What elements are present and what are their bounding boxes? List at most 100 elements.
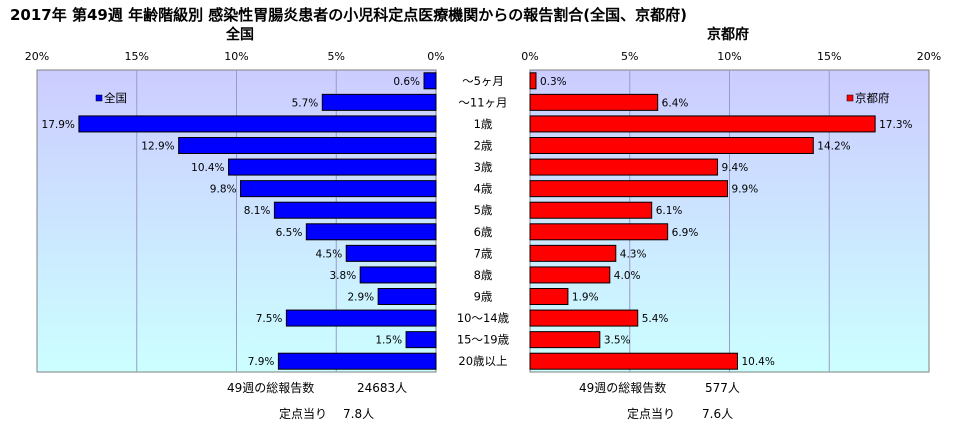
left-panel-title: 全国 — [225, 26, 254, 43]
left-tick-labels: 20% 15% 10% 5% 0% — [25, 50, 445, 63]
left-data-label: 6.5% — [276, 227, 303, 239]
left-total-value: 24683人 — [357, 381, 407, 395]
right-bar — [529, 244, 617, 262]
left-data-label: 0.6% — [393, 76, 420, 88]
left-bar — [423, 72, 437, 90]
left-per-label: 定点当り — [279, 406, 327, 421]
right-data-label: 14.2% — [817, 141, 850, 153]
right-per-label: 定点当り — [627, 406, 675, 421]
left-tick-label: 0% — [427, 50, 444, 63]
left-bar — [178, 137, 437, 154]
right-total-label: 49週の総報告数 — [579, 380, 666, 395]
left-bar — [345, 244, 437, 262]
category-label: 8歳 — [474, 268, 493, 282]
right-data-label: 5.4% — [642, 313, 669, 325]
left-bar — [273, 201, 437, 219]
category-label: 20歳以上 — [458, 354, 507, 368]
right-bar — [529, 201, 653, 219]
right-data-label: 3.5% — [604, 335, 631, 347]
right-data-label: 6.4% — [662, 97, 689, 109]
right-data-label: 0.3% — [540, 76, 567, 88]
left-bar — [305, 223, 437, 241]
left-bar — [277, 352, 437, 370]
category-label: 3歳 — [474, 160, 493, 174]
right-data-label: 10.4% — [741, 356, 774, 368]
left-bar — [377, 288, 437, 305]
right-bar — [529, 288, 569, 305]
category-label: ～5ヶ月 — [462, 74, 504, 88]
right-per-value: 7.6人 — [702, 407, 733, 421]
left-bar — [285, 309, 437, 327]
right-data-label: 4.0% — [614, 270, 641, 282]
left-data-label: 7.9% — [248, 356, 275, 368]
left-data-label: 4.5% — [316, 248, 343, 260]
category-label: 10～14歳 — [457, 311, 510, 325]
right-bar — [529, 331, 601, 349]
left-bar — [359, 266, 437, 284]
right-panel-title: 京都府 — [707, 26, 749, 43]
category-label: 9歳 — [474, 290, 493, 304]
right-tick-label: 20% — [917, 50, 941, 63]
right-legend-label: 京都府 — [855, 91, 890, 105]
category-label: 4歳 — [474, 182, 493, 196]
left-data-label: 1.5% — [375, 335, 402, 347]
right-data-label: 9.4% — [722, 162, 749, 174]
left-tick-label: 15% — [125, 50, 149, 63]
left-data-label: 9.8% — [210, 184, 237, 196]
left-data-label: 2.9% — [347, 292, 374, 304]
category-label: 2歳 — [474, 139, 493, 153]
right-legend-swatch — [846, 94, 854, 102]
left-data-label: 17.9% — [42, 119, 75, 131]
right-data-label: 9.9% — [732, 184, 759, 196]
left-tick-label: 5% — [328, 50, 345, 63]
right-tick-label: 0% — [521, 50, 538, 63]
right-bar — [529, 180, 729, 198]
category-label: 7歳 — [474, 246, 493, 260]
right-data-label: 6.1% — [656, 205, 683, 217]
right-legend: 京都府 — [846, 91, 890, 105]
right-tick-label: 5% — [621, 50, 638, 63]
category-label: 1歳 — [474, 117, 493, 131]
left-bars — [78, 72, 437, 370]
left-data-label: 10.4% — [191, 162, 224, 174]
right-tick-labels: 0% 5% 10% 15% 20% — [521, 50, 941, 63]
right-data-labels: 0.3% 6.4% 17.3% 14.2% 9.4% 9.9% 6.1% 6.9% 4.3% 4.… — [540, 76, 913, 368]
right-data-label: 1.9% — [572, 292, 599, 304]
left-data-labels: 0.6% 5.7% 17.9% 12.9% 10.4% 9.8% 8.1% 6.5% 4.5% 3… — [42, 76, 421, 368]
left-data-label: 3.8% — [330, 270, 357, 282]
left-data-label: 8.1% — [244, 205, 271, 217]
left-tick-label: 20% — [25, 50, 49, 63]
right-bar — [529, 93, 659, 111]
right-bar — [529, 72, 537, 90]
right-bar — [529, 137, 814, 154]
right-data-label: 6.9% — [672, 227, 699, 239]
right-bar — [529, 115, 876, 133]
left-data-label: 12.9% — [141, 141, 174, 153]
right-bar — [529, 309, 639, 327]
left-bar — [239, 180, 437, 198]
left-legend: 全国 — [95, 91, 127, 105]
right-data-label: 17.3% — [879, 119, 912, 131]
right-tick-label: 10% — [717, 50, 741, 63]
right-bars — [529, 72, 876, 370]
left-legend-label: 全国 — [104, 91, 127, 105]
right-bar — [529, 266, 611, 284]
left-per-value: 7.8人 — [343, 407, 374, 421]
right-bar — [529, 223, 669, 241]
left-tick-label: 10% — [224, 50, 248, 63]
left-legend-swatch — [95, 94, 103, 102]
left-bar — [78, 115, 437, 133]
left-bar — [228, 158, 437, 176]
right-bar — [529, 158, 719, 176]
category-label: 5歳 — [474, 203, 493, 217]
right-data-label: 4.3% — [620, 248, 647, 260]
chart-title: 2017年 第49週 年齢階級別 感染性胃腸炎患者の小児科定点医療機関からの報告… — [10, 6, 687, 24]
right-tick-label: 15% — [817, 50, 841, 63]
right-total-value: 577人 — [705, 381, 740, 395]
left-data-label: 7.5% — [256, 313, 283, 325]
left-data-label: 5.7% — [292, 97, 319, 109]
category-label: 15～19歳 — [457, 333, 510, 347]
left-bar — [405, 331, 437, 349]
